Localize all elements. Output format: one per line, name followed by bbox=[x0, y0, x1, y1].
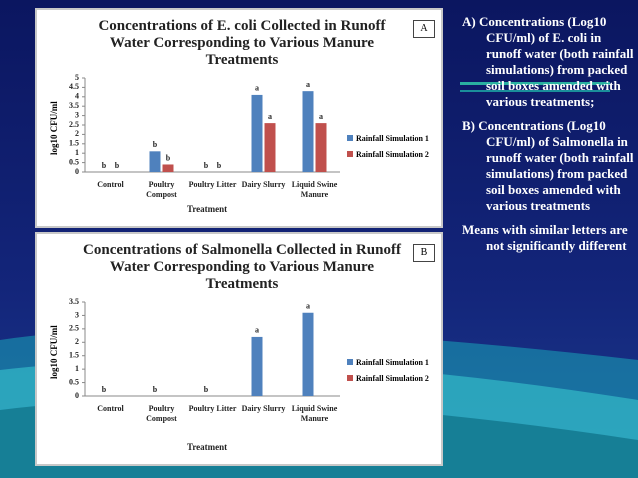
legend-entry: Rainfall Simulation 1 bbox=[347, 358, 429, 367]
significance-letter: b bbox=[115, 161, 120, 170]
legend-swatch bbox=[347, 135, 353, 141]
y-tick-label: 1 bbox=[75, 148, 79, 157]
x-tick-label: Control bbox=[97, 180, 124, 189]
y-axis-title: log10 CFU/ml bbox=[49, 101, 59, 155]
significance-letter: a bbox=[306, 80, 310, 89]
bar bbox=[302, 91, 314, 172]
y-tick-label: 3 bbox=[75, 310, 79, 319]
chart: 0 0.5 1 1.5 2 2.5 3 3.5 b b b a a bbox=[69, 297, 340, 400]
chart-title: Concentrations of Salmonella Collected i… bbox=[83, 242, 401, 292]
y-tick-label: 2 bbox=[75, 337, 79, 346]
y-tick-label: 1.5 bbox=[69, 351, 79, 360]
significance-letter: a bbox=[255, 326, 259, 335]
significance-letter: b bbox=[102, 161, 107, 170]
y-tick-label: 0 bbox=[75, 167, 79, 176]
caption-text: Means with similar letters are not signi… bbox=[462, 222, 628, 253]
y-tick-label: 4.5 bbox=[69, 82, 79, 91]
y-tick-label: 5 bbox=[75, 73, 79, 82]
y-tick-label: 0.5 bbox=[69, 157, 79, 166]
caption-text: A) Concentrations (Log10 CFU/ml) of E. c… bbox=[462, 14, 634, 109]
legend-entry: Rainfall Simulation 2 bbox=[347, 374, 429, 383]
x-tick-label: Poultry Compost bbox=[146, 404, 177, 423]
legend-swatch bbox=[347, 375, 353, 381]
x-tick-label: Poultry Litter bbox=[188, 180, 237, 189]
x-tick-label: Liquid Swine Manure bbox=[291, 180, 338, 199]
legend-swatch bbox=[347, 359, 353, 365]
legend-label: Rainfall Simulation 1 bbox=[356, 134, 429, 143]
x-tick-label: Dairy Slurry bbox=[241, 180, 286, 189]
x-tick-label: Poultry Compost bbox=[146, 180, 177, 199]
y-tick-label: 3.5 bbox=[69, 101, 79, 110]
legend-label: Rainfall Simulation 2 bbox=[356, 150, 429, 159]
x-tick-label: Poultry Litter bbox=[188, 404, 237, 413]
chart-panel: 0 0.5 1 1.5 2 2.5 3 3.5 b b b a a Concentrations of S… bbox=[35, 232, 443, 466]
bar bbox=[302, 312, 314, 396]
bar bbox=[251, 336, 263, 396]
panel-label: A bbox=[413, 20, 435, 38]
bar bbox=[251, 94, 263, 172]
caption: A) Concentrations (Log10 CFU/ml) of E. c… bbox=[462, 14, 634, 262]
y-axis-title: log10 CFU/ml bbox=[49, 325, 59, 379]
bar bbox=[264, 123, 276, 172]
y-tick-label: 2.5 bbox=[69, 120, 79, 129]
bar bbox=[162, 164, 174, 172]
significance-letter: b bbox=[102, 385, 107, 394]
legend-entry: Rainfall Simulation 1 bbox=[347, 134, 429, 143]
legend-label: Rainfall Simulation 2 bbox=[356, 374, 429, 383]
y-tick-label: 2 bbox=[75, 129, 79, 138]
significance-letter: b bbox=[153, 140, 158, 149]
significance-letter: b bbox=[166, 153, 171, 162]
caption-text: B) Concentrations (Log10 CFU/ml) of Salm… bbox=[462, 118, 634, 213]
chart-panel: 0 0.5 1 1.5 2 2.5 3 3.5 4 4.5 5 b b b b b b a a a a Concentra… bbox=[35, 8, 443, 228]
significance-letter: b bbox=[153, 385, 158, 394]
x-tick-label: Liquid Swine Manure bbox=[291, 404, 338, 423]
legend-label: Rainfall Simulation 1 bbox=[356, 358, 429, 367]
significance-letter: b bbox=[217, 161, 222, 170]
legend-entry: Rainfall Simulation 2 bbox=[347, 150, 429, 159]
x-axis-title: Treatment bbox=[187, 442, 228, 452]
x-tick-label: Control bbox=[97, 404, 124, 413]
significance-letter: a bbox=[306, 302, 310, 311]
y-tick-label: 0.5 bbox=[69, 377, 79, 386]
significance-letter: a bbox=[255, 84, 259, 93]
x-axis-title: Treatment bbox=[187, 204, 228, 214]
panel-label: B bbox=[413, 244, 435, 262]
significance-letter: a bbox=[268, 112, 272, 121]
y-tick-label: 4 bbox=[75, 92, 79, 101]
legend-swatch bbox=[347, 151, 353, 157]
y-tick-label: 3.5 bbox=[69, 297, 79, 306]
bar bbox=[149, 151, 161, 172]
bar bbox=[315, 123, 327, 172]
y-tick-label: 2.5 bbox=[69, 324, 79, 333]
y-tick-label: 0 bbox=[75, 391, 79, 400]
y-tick-label: 1 bbox=[75, 364, 79, 373]
significance-letter: b bbox=[204, 385, 209, 394]
significance-letter: b bbox=[204, 161, 209, 170]
y-tick-label: 1.5 bbox=[69, 139, 79, 148]
chart-title: Concentrations of E. coli Collected in R… bbox=[98, 18, 386, 68]
significance-letter: a bbox=[319, 112, 323, 121]
x-tick-label: Dairy Slurry bbox=[241, 404, 286, 413]
y-tick-label: 3 bbox=[75, 110, 79, 119]
